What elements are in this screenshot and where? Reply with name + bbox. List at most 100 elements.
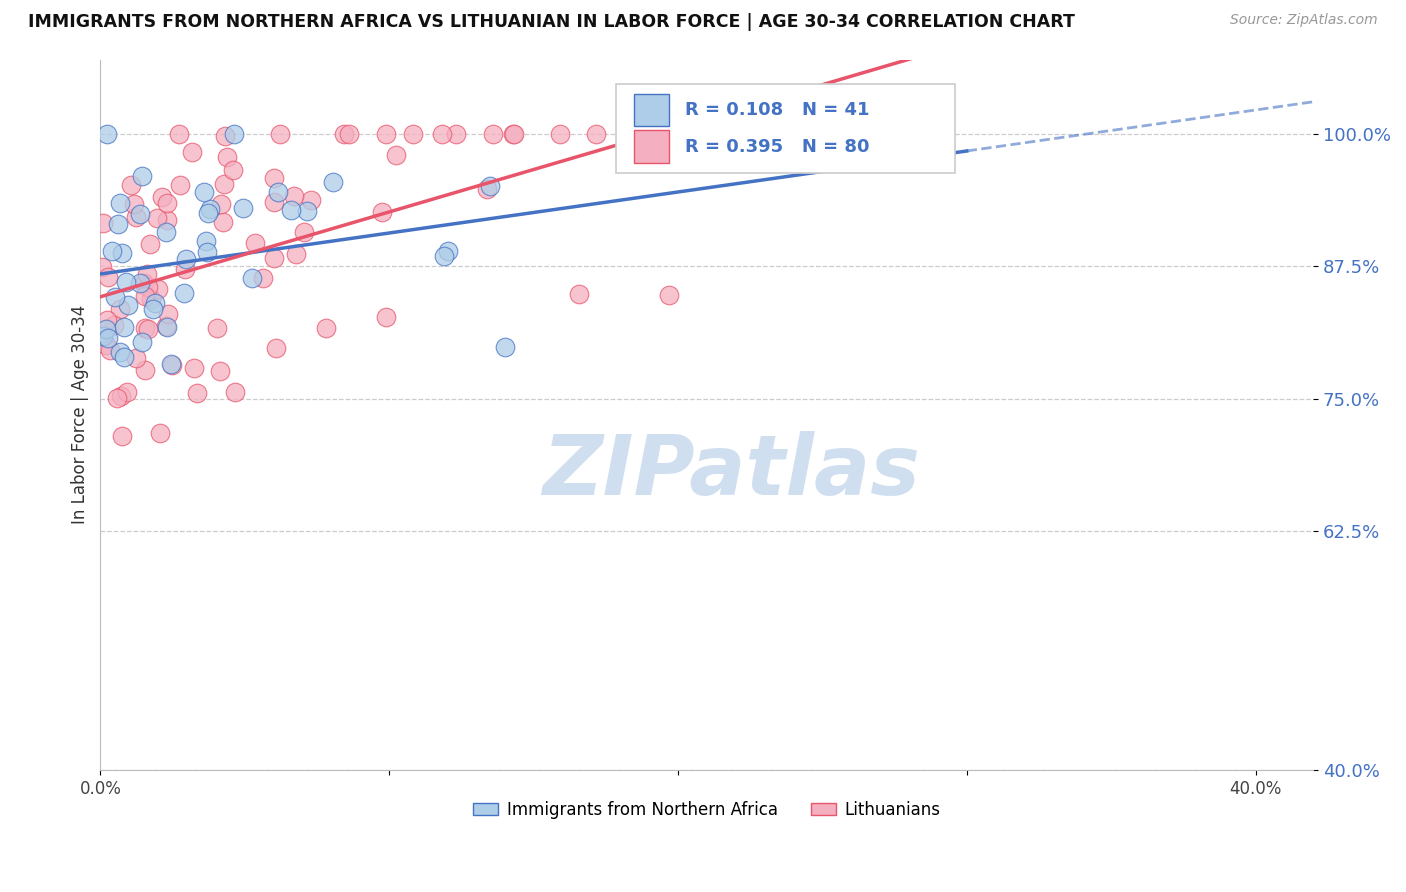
Point bbox=[103, 318, 125, 332]
Point bbox=[169, 178, 191, 192]
Point bbox=[148, 282, 170, 296]
Point bbox=[101, 244, 124, 258]
Point bbox=[263, 170, 285, 185]
Point bbox=[212, 215, 235, 229]
Text: R = 0.395   N = 80: R = 0.395 N = 80 bbox=[685, 137, 869, 155]
Point bbox=[111, 245, 134, 260]
Point bbox=[186, 386, 208, 401]
Point bbox=[111, 429, 134, 443]
Point bbox=[156, 212, 179, 227]
Point bbox=[252, 270, 274, 285]
Point bbox=[217, 150, 239, 164]
Point bbox=[384, 148, 406, 162]
Point bbox=[478, 179, 501, 194]
Point bbox=[315, 320, 337, 334]
Point bbox=[90, 260, 112, 274]
Point bbox=[280, 203, 302, 218]
Point bbox=[402, 127, 425, 141]
Point bbox=[107, 217, 129, 231]
Point bbox=[242, 270, 264, 285]
Point bbox=[96, 313, 118, 327]
Point bbox=[136, 267, 159, 281]
Point bbox=[267, 185, 290, 199]
Point bbox=[156, 319, 179, 334]
Point bbox=[112, 320, 135, 334]
Point bbox=[174, 262, 197, 277]
Point bbox=[824, 127, 846, 141]
Point bbox=[568, 287, 591, 301]
Point bbox=[292, 225, 315, 239]
Point bbox=[97, 331, 120, 345]
Point bbox=[283, 189, 305, 203]
Point bbox=[475, 182, 498, 196]
Point bbox=[156, 307, 179, 321]
Point bbox=[112, 350, 135, 364]
Text: IMMIGRANTS FROM NORTHERN AFRICA VS LITHUANIAN IN LABOR FORCE | AGE 30-34 CORRELA: IMMIGRANTS FROM NORTHERN AFRICA VS LITHU… bbox=[28, 13, 1076, 31]
Point bbox=[209, 197, 232, 211]
Point bbox=[212, 177, 235, 191]
Point bbox=[150, 190, 173, 204]
Point bbox=[322, 175, 344, 189]
Point bbox=[96, 127, 118, 141]
Point bbox=[138, 280, 160, 294]
Point bbox=[120, 178, 142, 192]
FancyBboxPatch shape bbox=[634, 94, 669, 126]
Point bbox=[122, 196, 145, 211]
Point bbox=[117, 298, 139, 312]
Point bbox=[299, 194, 322, 208]
Point bbox=[550, 127, 572, 141]
Legend: Immigrants from Northern Africa, Lithuanians: Immigrants from Northern Africa, Lithuan… bbox=[467, 794, 948, 826]
Point bbox=[94, 322, 117, 336]
Point bbox=[139, 292, 162, 306]
Point bbox=[155, 225, 177, 239]
Point bbox=[337, 127, 360, 141]
Point bbox=[104, 290, 127, 304]
FancyBboxPatch shape bbox=[634, 130, 669, 163]
Point bbox=[125, 351, 148, 365]
Point bbox=[91, 216, 114, 230]
Point bbox=[269, 127, 291, 141]
Point bbox=[156, 195, 179, 210]
Point bbox=[503, 127, 526, 141]
Point bbox=[494, 340, 516, 354]
Point bbox=[131, 169, 153, 183]
Point bbox=[444, 127, 467, 141]
Point bbox=[132, 276, 155, 290]
Point bbox=[131, 334, 153, 349]
Text: R = 0.108   N = 41: R = 0.108 N = 41 bbox=[685, 101, 869, 119]
Point bbox=[481, 127, 503, 141]
Point bbox=[371, 205, 394, 219]
Point bbox=[174, 252, 197, 266]
Point bbox=[433, 248, 456, 262]
Point bbox=[108, 302, 131, 317]
Point bbox=[222, 162, 245, 177]
Point bbox=[146, 211, 169, 225]
Point bbox=[193, 185, 215, 199]
Y-axis label: In Labor Force | Age 30-34: In Labor Force | Age 30-34 bbox=[72, 305, 89, 524]
Point bbox=[658, 288, 681, 302]
Point bbox=[264, 342, 287, 356]
Point bbox=[134, 321, 156, 335]
Point bbox=[139, 237, 162, 252]
Point bbox=[180, 145, 202, 159]
Point bbox=[437, 244, 460, 258]
Point bbox=[502, 127, 524, 141]
Point bbox=[333, 127, 356, 141]
Point bbox=[125, 210, 148, 224]
Point bbox=[129, 207, 152, 221]
Point bbox=[94, 338, 117, 352]
Point bbox=[108, 195, 131, 210]
Text: ZIPatlas: ZIPatlas bbox=[543, 431, 920, 512]
Point bbox=[108, 344, 131, 359]
Point bbox=[115, 276, 138, 290]
Point bbox=[285, 247, 308, 261]
Point bbox=[214, 128, 236, 143]
Point bbox=[167, 127, 190, 141]
Point bbox=[263, 195, 285, 210]
Point bbox=[160, 358, 183, 372]
Point bbox=[110, 389, 132, 403]
Point bbox=[142, 301, 165, 316]
FancyBboxPatch shape bbox=[616, 85, 956, 173]
Point bbox=[155, 319, 177, 334]
Text: Source: ZipAtlas.com: Source: ZipAtlas.com bbox=[1230, 13, 1378, 28]
